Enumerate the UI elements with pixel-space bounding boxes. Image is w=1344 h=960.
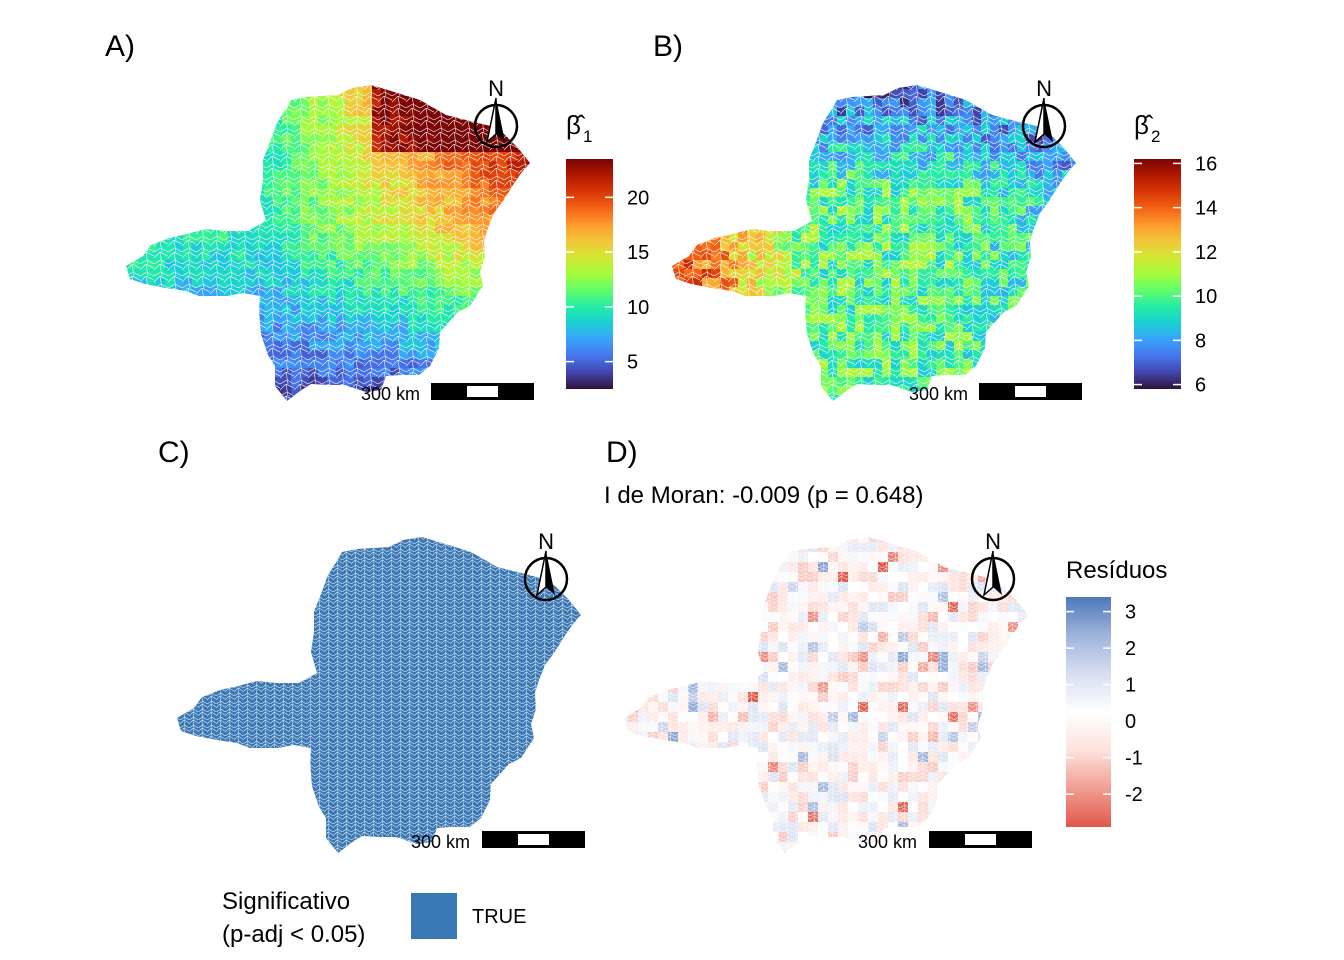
map-a bbox=[126, 85, 530, 401]
scalebar-segment bbox=[518, 834, 549, 845]
legend-a: β̂ 1 5 10 15 20 bbox=[566, 110, 649, 389]
legend-tick-label: 2 bbox=[1125, 638, 1136, 660]
colorbar bbox=[1066, 597, 1111, 827]
legend-tick-label: 10 bbox=[627, 297, 649, 319]
legend-title: β̂ bbox=[566, 110, 586, 140]
legend-tick-label: 8 bbox=[1195, 330, 1206, 352]
scalebar-label: 300 km bbox=[411, 832, 470, 852]
panel-label-b: B) bbox=[653, 30, 683, 63]
legend-key-label: TRUE bbox=[472, 906, 526, 928]
legend-c: Significativo (p-adj < 0.05) TRUE bbox=[222, 888, 526, 948]
legend-b: β̂ 2 6 8 10 12 14 16 bbox=[1134, 110, 1217, 397]
scalebar: 300 km bbox=[858, 831, 1032, 852]
legend-d: Resíduos 3 2 1 0 -1 -2 bbox=[1066, 557, 1167, 827]
scalebar: 300 km bbox=[361, 383, 534, 404]
map-b bbox=[672, 85, 1076, 401]
north-label: N bbox=[1036, 76, 1052, 101]
north-arrow-right-icon bbox=[546, 551, 555, 595]
north-arrow: N bbox=[473, 76, 519, 149]
legend-title-subscript: 1 bbox=[583, 127, 592, 146]
legend-title-line1: Significativo bbox=[222, 888, 350, 915]
scalebar-segment bbox=[1015, 386, 1046, 397]
legend-tick-label: -2 bbox=[1125, 784, 1143, 806]
legend-title-line2: (p-adj < 0.05) bbox=[222, 921, 365, 948]
panel-a: A) N 300 km β̂ 1 5 10 15 20 bbox=[105, 30, 649, 404]
panel-label-a: A) bbox=[105, 30, 135, 63]
north-arrow: N bbox=[523, 529, 569, 602]
legend-tick-label: 3 bbox=[1125, 602, 1136, 624]
legend-tick-label: 14 bbox=[1195, 198, 1217, 220]
panel-d: D) I de Moran: -0.009 (p = 0.648) N 300 … bbox=[604, 436, 1167, 853]
legend-title: β̂ bbox=[1134, 110, 1154, 140]
scalebar-segment bbox=[467, 386, 498, 397]
legend-tick-label: 1 bbox=[1125, 675, 1136, 697]
subtitle: I de Moran: -0.009 (p = 0.648) bbox=[604, 482, 924, 509]
north-arrow: N bbox=[1021, 76, 1067, 149]
legend-tick-label: 16 bbox=[1195, 153, 1217, 175]
scalebar: 300 km bbox=[909, 383, 1082, 404]
north-arrow-right-icon bbox=[1044, 98, 1053, 142]
legend-tick-label: 6 bbox=[1195, 375, 1206, 397]
panel-c: C) N 300 km Significativo (p-adj < 0.05)… bbox=[158, 436, 585, 948]
legend-tick-label: 15 bbox=[627, 242, 649, 264]
north-arrow: N bbox=[970, 529, 1016, 602]
scalebar-label: 300 km bbox=[858, 832, 917, 852]
north-label: N bbox=[985, 529, 1001, 554]
colorbar bbox=[566, 159, 613, 389]
legend-title: Resíduos bbox=[1066, 557, 1167, 584]
panel-label-d: D) bbox=[606, 436, 638, 469]
legend-tick-label: 20 bbox=[627, 187, 649, 209]
scalebar: 300 km bbox=[411, 831, 585, 852]
legend-tick-label: 0 bbox=[1125, 711, 1136, 733]
legend-tick-label: 12 bbox=[1195, 242, 1217, 264]
legend-tick-label: -1 bbox=[1125, 748, 1143, 770]
panel-label-c: C) bbox=[158, 436, 190, 469]
map-d bbox=[624, 537, 1028, 853]
panel-b: B) N 300 km β̂ 2 6 8 10 12 14 16 bbox=[653, 30, 1217, 404]
north-label: N bbox=[538, 529, 554, 554]
legend-tick-label: 5 bbox=[627, 352, 638, 374]
scalebar-segment bbox=[965, 834, 996, 845]
north-arrow-right-icon bbox=[993, 551, 1002, 595]
north-label: N bbox=[488, 76, 504, 101]
legend-key bbox=[411, 893, 457, 939]
north-arrow-right-icon bbox=[496, 98, 505, 142]
scalebar-label: 300 km bbox=[361, 384, 420, 404]
map-c bbox=[177, 537, 581, 853]
scalebar-label: 300 km bbox=[909, 384, 968, 404]
legend-title-subscript: 2 bbox=[1151, 127, 1160, 146]
legend-tick-label: 10 bbox=[1195, 286, 1217, 308]
colorbar bbox=[1134, 159, 1181, 389]
